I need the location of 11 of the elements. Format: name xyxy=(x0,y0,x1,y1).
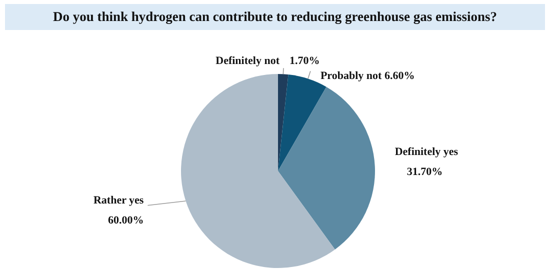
pie-slice xyxy=(278,74,288,171)
chart-title: Do you think hydrogen can contribute to reducing greenhouse gas emissions? xyxy=(5,4,545,30)
data-label: 31.70% xyxy=(406,166,443,178)
slice-label: Probably not xyxy=(320,70,382,82)
data-label: 1.70% xyxy=(290,55,320,68)
data-label: 6.60% xyxy=(384,70,415,82)
pie-slice xyxy=(278,86,375,250)
slice-label: Rather yes xyxy=(93,194,144,206)
data-label: 60.00% xyxy=(108,214,144,226)
slice-label: Definitely not xyxy=(216,55,280,68)
slice-label: Definitely yes xyxy=(394,146,459,158)
